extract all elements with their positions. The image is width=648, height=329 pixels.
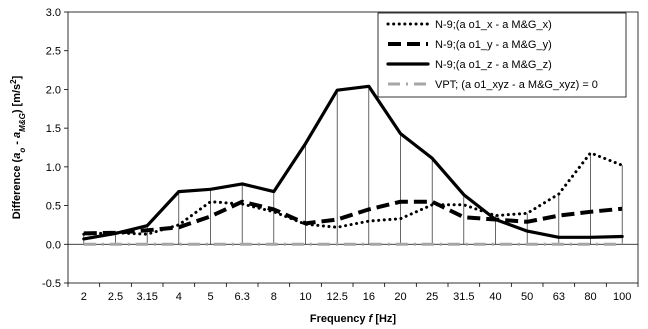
x-tick-label: 20 bbox=[394, 291, 406, 303]
x-axis-title: Frequency f [Hz] bbox=[310, 313, 397, 325]
x-tick-label: 63 bbox=[553, 291, 565, 303]
series-line-1 bbox=[82, 151, 624, 236]
x-tick-label: 100 bbox=[613, 291, 631, 303]
y-tick-label: 2.5 bbox=[46, 46, 61, 58]
x-tick-label: 16 bbox=[363, 291, 375, 303]
x-tick-label: 50 bbox=[521, 291, 533, 303]
x-tick-label: 5 bbox=[207, 291, 213, 303]
y-tick-label: 0.5 bbox=[46, 201, 61, 213]
legend: N-9;(a o1_x - a M&G_x) N-9;(a o1_y - a M&… bbox=[377, 12, 627, 98]
x-tick-label: 4 bbox=[176, 291, 182, 303]
y-axis-ticks: -0.5 0.0 0.5 1.0 1.5 2.0 2.5 3.0 bbox=[42, 7, 68, 290]
series-layer bbox=[82, 84, 624, 246]
legend-label-1: N-9;(a o1_x - a M&G_x) bbox=[435, 19, 552, 31]
x-tick-label: 2.5 bbox=[108, 291, 123, 303]
y-tick-label: 3.0 bbox=[46, 7, 61, 19]
x-tick-label: 10 bbox=[299, 291, 311, 303]
x-tick-label: 25 bbox=[426, 291, 438, 303]
x-tick-label: 8 bbox=[271, 291, 277, 303]
y-tick-label: 2.0 bbox=[46, 84, 61, 96]
legend-label-3: N-9;(a o1_z - a M&G_z) bbox=[435, 59, 552, 71]
y-tick-label: -0.5 bbox=[42, 278, 61, 290]
y-tick-label: 1.5 bbox=[46, 123, 61, 135]
x-tick-label: 2 bbox=[81, 291, 87, 303]
x-axis-ticks: 2 2.5 3.15 4 5 6.3 8 10 12.5 16 20 25 31.5 40 50 63 80 10… bbox=[67, 283, 639, 303]
legend-label-4: VPT; (a o1_xyz - a M&G_xyz) = 0 bbox=[435, 79, 598, 91]
drop-lines bbox=[83, 86, 623, 245]
series-line-2 bbox=[83, 199, 623, 236]
y-tick-label: 1.0 bbox=[46, 162, 61, 174]
series-line-3 bbox=[82, 84, 624, 241]
x-tick-label: 31.5 bbox=[453, 291, 474, 303]
legend-label-2: N-9;(a o1_y - a M&G_y) bbox=[435, 39, 552, 51]
y-tick-label: 0.0 bbox=[46, 239, 61, 251]
x-tick-label: 80 bbox=[584, 291, 596, 303]
x-tick-label: 40 bbox=[489, 291, 501, 303]
x-tick-label: 6.3 bbox=[235, 291, 250, 303]
x-tick-label: 3.15 bbox=[136, 291, 157, 303]
y-axis-title: Difference (ao - aM&G) [m/s2] bbox=[9, 75, 27, 219]
x-tick-label: 12.5 bbox=[326, 291, 347, 303]
